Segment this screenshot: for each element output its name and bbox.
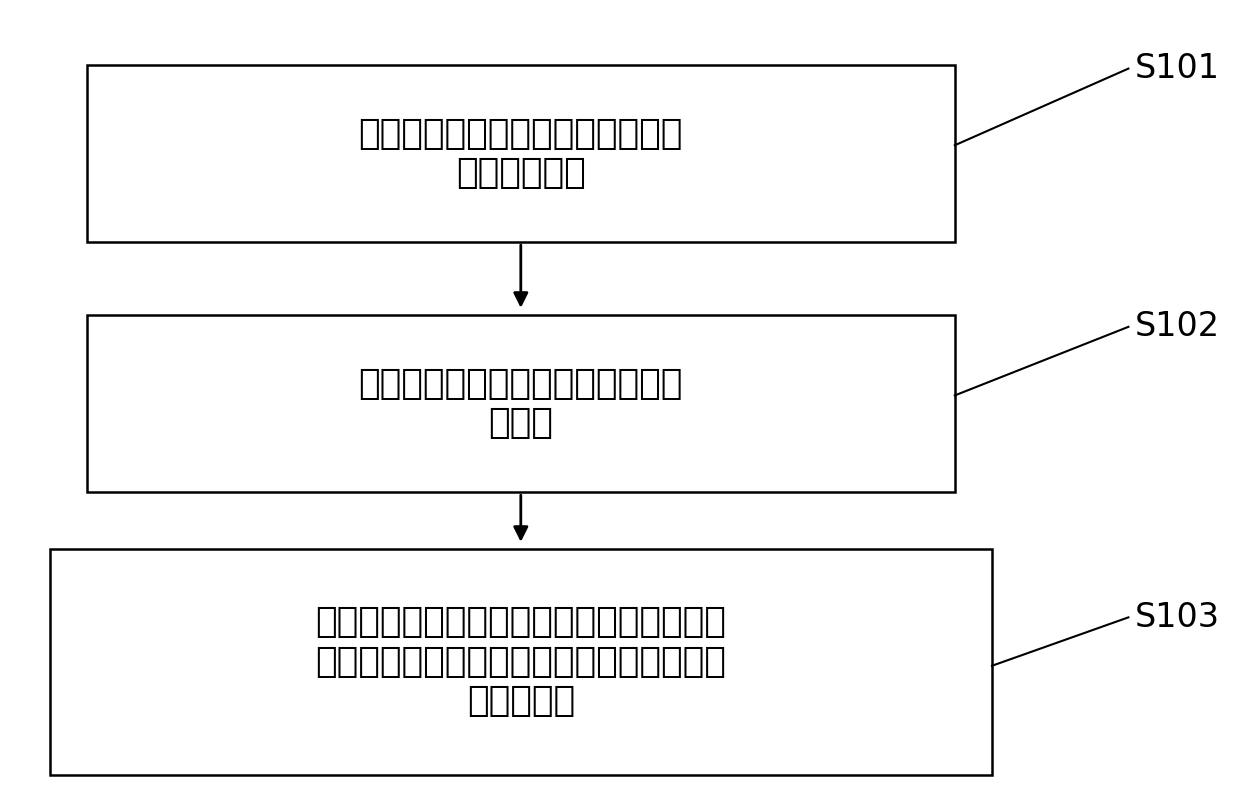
Text: 生成各设备类型对应的识别标签和
特征参量信息: 生成各设备类型对应的识别标签和 特征参量信息 bbox=[358, 117, 683, 190]
Text: 将识别标签与特征参量信息进行关
联配置: 将识别标签与特征参量信息进行关 联配置 bbox=[358, 367, 683, 440]
Bar bbox=[50, 549, 992, 775]
Text: S101: S101 bbox=[1135, 52, 1220, 85]
Text: S102: S102 bbox=[1135, 311, 1220, 343]
Text: 获取目标设备的识别标签，根据获取的识别
标签和关联配置，获取与目标设备适配的特
征参量信息: 获取目标设备的识别标签，根据获取的识别 标签和关联配置，获取与目标设备适配的特 … bbox=[315, 605, 727, 718]
Bar bbox=[87, 315, 955, 492]
Bar bbox=[87, 65, 955, 242]
Text: S103: S103 bbox=[1135, 601, 1220, 633]
